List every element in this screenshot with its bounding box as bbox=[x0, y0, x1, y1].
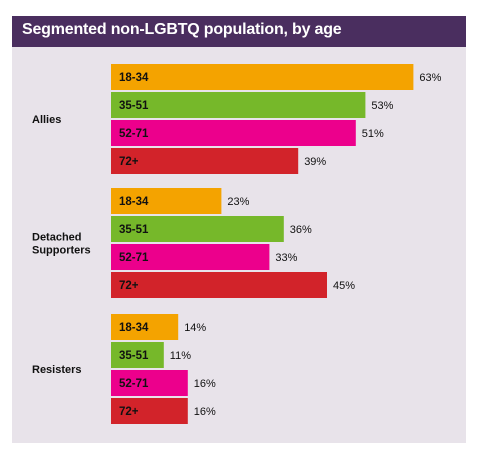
bar-category-label: 72+ bbox=[119, 406, 139, 418]
bar bbox=[111, 64, 414, 90]
data-label: 16% bbox=[194, 378, 216, 390]
group-label: Resisters bbox=[32, 364, 82, 376]
data-label: 45% bbox=[333, 280, 355, 292]
data-label: 11% bbox=[170, 350, 191, 362]
chart-title: Segmented non-LGBTQ population, by age bbox=[22, 21, 342, 38]
bar bbox=[111, 314, 179, 340]
bar-category-label: 52-71 bbox=[119, 128, 149, 140]
data-label: 23% bbox=[227, 196, 249, 208]
bar-category-label: 72+ bbox=[119, 280, 139, 292]
bar-category-label: 35-51 bbox=[119, 350, 149, 362]
group-label: Supporters bbox=[32, 245, 91, 257]
data-label: 53% bbox=[371, 100, 393, 112]
bar bbox=[111, 370, 188, 396]
data-label: 14% bbox=[184, 322, 206, 334]
bar bbox=[111, 148, 299, 174]
data-label: 33% bbox=[275, 252, 297, 264]
chart-panel: Segmented non-LGBTQ population, by age A… bbox=[12, 16, 466, 443]
bar-category-label: 35-51 bbox=[119, 224, 149, 236]
bar bbox=[111, 398, 188, 424]
bar bbox=[111, 272, 327, 298]
bar-category-label: 18-34 bbox=[119, 196, 149, 208]
bar bbox=[111, 216, 284, 242]
title-bar: Segmented non-LGBTQ population, by age bbox=[12, 16, 466, 47]
bar bbox=[111, 342, 164, 368]
bar-category-label: 35-51 bbox=[119, 100, 149, 112]
bar-category-label: 18-34 bbox=[119, 322, 149, 334]
bar bbox=[111, 244, 270, 270]
data-label: 63% bbox=[419, 72, 441, 84]
bar bbox=[111, 188, 222, 214]
bar bbox=[111, 92, 366, 118]
group-label: Allies bbox=[32, 114, 61, 126]
group-label: Detached bbox=[32, 232, 82, 244]
bar-chart: Allies 18-34 63% 35-51 53% 52-71 51% 72+ 39% Deta… bbox=[32, 64, 442, 424]
bar bbox=[111, 120, 356, 146]
data-label: 36% bbox=[290, 224, 312, 236]
bar-category-label: 52-71 bbox=[119, 252, 149, 264]
data-label: 51% bbox=[362, 128, 384, 140]
bar-category-label: 52-71 bbox=[119, 378, 149, 390]
bar-category-label: 72+ bbox=[119, 156, 139, 168]
data-label: 16% bbox=[194, 406, 216, 418]
bar-category-label: 18-34 bbox=[119, 72, 149, 84]
data-label: 39% bbox=[304, 156, 326, 168]
